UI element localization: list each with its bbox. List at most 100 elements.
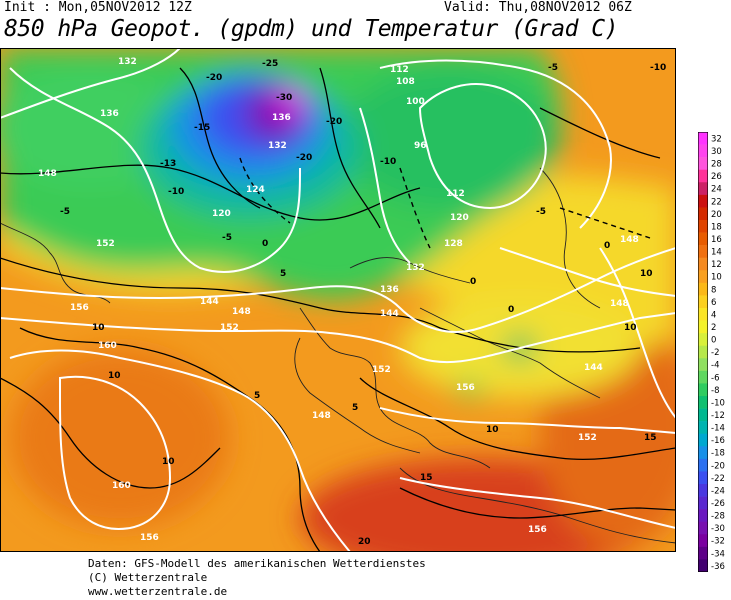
legend-tick-label: -32 bbox=[711, 537, 725, 547]
label-temp-m20-c: -20 bbox=[326, 117, 342, 127]
label-geopot-148-a: 148 bbox=[38, 169, 57, 179]
legend-swatch bbox=[698, 182, 708, 196]
legend-tick-label: -28 bbox=[711, 512, 725, 522]
legend-tick-label: -36 bbox=[711, 562, 725, 572]
legend-swatch bbox=[698, 232, 708, 246]
legend-swatch bbox=[698, 207, 708, 221]
label-geopot-120: 120 bbox=[450, 213, 469, 223]
legend-swatch bbox=[698, 220, 708, 233]
legend-tick-label: -12 bbox=[711, 411, 725, 421]
label-geopot-156-b: 156 bbox=[140, 533, 159, 543]
legend-tick-label: -10 bbox=[711, 398, 725, 408]
legend-tick-label: -26 bbox=[711, 499, 725, 509]
legend-swatch bbox=[698, 396, 708, 409]
label-temp-m15-a: -15 bbox=[194, 123, 210, 133]
label-temp-10-f: 10 bbox=[640, 269, 653, 279]
credits-line-3: www.wetterzentrale.de bbox=[88, 585, 228, 598]
label-geopot-132-c: 132 bbox=[268, 141, 287, 151]
color-scale-legend: 32302826242220181614121086420-2-4-6-8-10… bbox=[698, 132, 725, 572]
label-temp-10-d: 10 bbox=[486, 425, 499, 435]
legend-tick-label: 30 bbox=[711, 147, 722, 157]
label-temp-m13: -13 bbox=[160, 159, 176, 169]
label-geopot-148-e: 148 bbox=[620, 235, 639, 245]
legend-swatch bbox=[698, 509, 708, 523]
legend-swatch bbox=[698, 194, 708, 208]
legend-swatch bbox=[698, 333, 708, 347]
label-geopot-120-b: 120 bbox=[212, 209, 231, 219]
label-temp-20: 20 bbox=[358, 537, 371, 547]
legend-tick-label: -4 bbox=[711, 361, 719, 371]
label-temp-0-c: 0 bbox=[508, 305, 514, 315]
label-temp-m10-c: -10 bbox=[650, 63, 666, 73]
credits: Daten: GFS-Modell des amerikanischen Wet… bbox=[88, 557, 426, 599]
legend-swatch bbox=[698, 370, 708, 384]
label-geopot-112-b: 112 bbox=[446, 189, 465, 199]
legend-swatch bbox=[698, 559, 708, 572]
legend-swatch bbox=[698, 433, 708, 447]
temperature-isotherms bbox=[0, 67, 676, 552]
dashed-isotherms bbox=[239, 157, 651, 249]
label-temp-m5-b: -5 bbox=[536, 207, 546, 217]
label-geopot-156-c: 156 bbox=[456, 383, 475, 393]
label-temp-5-a: 5 bbox=[280, 269, 286, 279]
legend-swatch bbox=[698, 144, 708, 158]
legend-swatch bbox=[698, 358, 708, 372]
legend-tick-label: 8 bbox=[711, 285, 716, 295]
label-temp-10-c: 10 bbox=[162, 457, 175, 467]
legend-tick-label: 28 bbox=[711, 160, 722, 170]
geopotential-contours bbox=[0, 48, 676, 552]
legend-swatch bbox=[698, 245, 708, 259]
weather-map: 132 136 148 152 156 160 160 156 152 144 … bbox=[0, 48, 676, 552]
label-temp-m25: -25 bbox=[262, 59, 278, 69]
legend-tick-label: 20 bbox=[711, 210, 722, 220]
legend-swatch bbox=[698, 471, 708, 485]
label-geopot-160-b: 160 bbox=[112, 481, 131, 491]
credits-line-2: (C) Wetterzentrale bbox=[88, 571, 208, 584]
label-geopot-156-d: 156 bbox=[528, 525, 547, 535]
label-temp-0-b: 0 bbox=[470, 277, 476, 287]
temperature-field bbox=[0, 48, 676, 552]
label-geopot-152-b: 152 bbox=[220, 323, 239, 333]
label-geopot-144: 144 bbox=[200, 297, 219, 307]
label-temp-15-a: 15 bbox=[420, 473, 433, 483]
legend-tick-label: 6 bbox=[711, 298, 716, 308]
legend-tick-label: -24 bbox=[711, 486, 725, 496]
valid-time: Valid: Thu,08NOV2012 06Z bbox=[444, 0, 632, 15]
legend-swatch bbox=[698, 421, 708, 435]
label-geopot-152-a: 152 bbox=[96, 239, 115, 249]
legend-swatch bbox=[698, 496, 708, 510]
label-temp-5-b: 5 bbox=[254, 391, 260, 401]
legend-tick-label: 26 bbox=[711, 172, 722, 182]
label-temp-0-d: 0 bbox=[604, 241, 610, 251]
label-temp-m30: -30 bbox=[276, 93, 292, 103]
init-time: Init : Mon,05NOV2012 12Z bbox=[4, 0, 192, 15]
label-temp-m5-d: -5 bbox=[60, 207, 70, 217]
label-geopot-156-a: 156 bbox=[70, 303, 89, 313]
legend-tick-label: -8 bbox=[711, 386, 719, 396]
legend-swatch bbox=[698, 484, 708, 497]
label-geopot-100: 100 bbox=[406, 97, 425, 107]
map-frame bbox=[0, 48, 676, 552]
legend-swatch bbox=[698, 383, 708, 397]
legend-swatch bbox=[698, 295, 708, 309]
label-geopot-136-c: 136 bbox=[272, 113, 291, 123]
label-temp-m20-b: -20 bbox=[296, 153, 312, 163]
label-temp-10-b: 10 bbox=[108, 371, 121, 381]
map-title: 850 hPa Geopot. (gpdm) und Temperatur (G… bbox=[4, 16, 618, 42]
legend-swatch bbox=[698, 157, 708, 171]
legend-tick-label: 2 bbox=[711, 323, 716, 333]
label-temp-15-b: 15 bbox=[644, 433, 657, 443]
legend-swatch bbox=[698, 534, 708, 548]
legend-tick-label: -14 bbox=[711, 424, 725, 434]
label-geopot-148-b: 148 bbox=[232, 307, 251, 317]
legend-tick-label: -34 bbox=[711, 549, 725, 559]
legend-tick-label: -18 bbox=[711, 449, 725, 459]
legend-tick-label: 32 bbox=[711, 134, 722, 144]
legend-swatch bbox=[698, 320, 708, 334]
label-geopot-152-d: 152 bbox=[578, 433, 597, 443]
label-temp-5-c: 5 bbox=[352, 403, 358, 413]
label-geopot-96: 96 bbox=[414, 141, 427, 151]
legend-tick-label: 10 bbox=[711, 273, 722, 283]
legend-swatch bbox=[698, 270, 708, 284]
label-geopot-136-a: 136 bbox=[100, 109, 119, 119]
